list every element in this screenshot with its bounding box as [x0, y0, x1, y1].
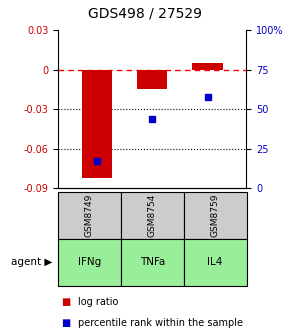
Text: log ratio: log ratio [78, 297, 119, 307]
Text: GSM8759: GSM8759 [211, 193, 220, 237]
Text: GSM8754: GSM8754 [148, 193, 157, 237]
Text: percentile rank within the sample: percentile rank within the sample [78, 318, 243, 328]
Text: IFNg: IFNg [78, 257, 101, 267]
Text: GDS498 / 27529: GDS498 / 27529 [88, 6, 202, 20]
Text: GSM8749: GSM8749 [85, 193, 94, 237]
Bar [193, 63, 223, 70]
Text: IL4: IL4 [207, 257, 223, 267]
Text: TNFa: TNFa [139, 257, 165, 267]
Bar [81, 70, 112, 178]
Text: agent ▶: agent ▶ [11, 257, 52, 267]
Text: ■: ■ [61, 297, 70, 307]
Bar [137, 70, 168, 89]
Text: ■: ■ [61, 318, 70, 328]
